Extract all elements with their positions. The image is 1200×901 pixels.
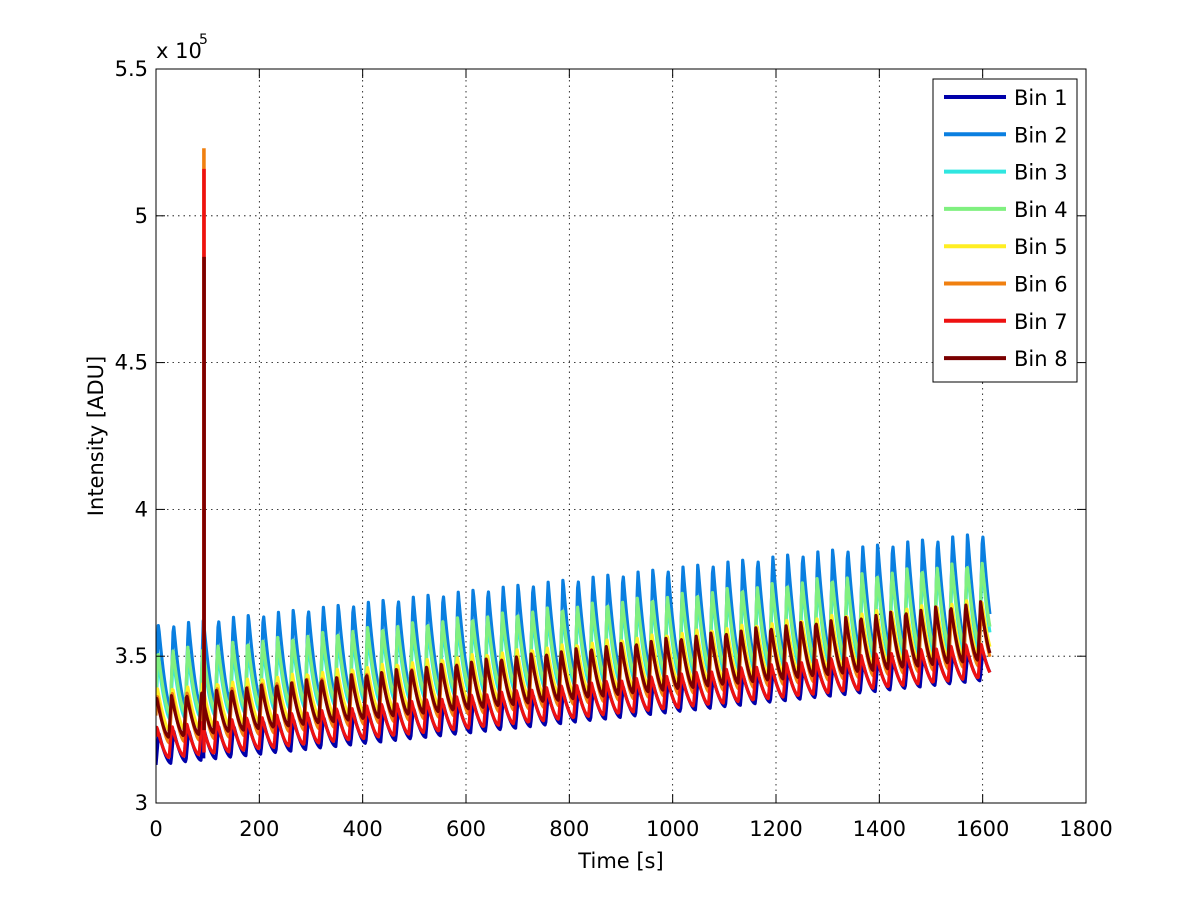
x-tick-label: 1200 xyxy=(749,817,802,841)
legend-entry: Bin 8 xyxy=(1014,347,1068,371)
legend-entry: Bin 3 xyxy=(1014,161,1068,185)
legend-box xyxy=(932,78,1078,383)
y-tick-label: 5 xyxy=(135,204,148,228)
series-line-bin-7 xyxy=(156,642,992,759)
y-multiplier-exponent: 5 xyxy=(199,32,208,48)
legend-entry: Bin 2 xyxy=(1014,123,1068,147)
plot-frame xyxy=(155,68,1087,804)
x-tick-label: 200 xyxy=(239,817,279,841)
x-tick-label: 1400 xyxy=(853,817,906,841)
legend: Bin 1 Bin 2 Bin 3 Bin 4 Bin 5 Bin 6 Bin 7 Bin 8 xyxy=(932,78,1078,383)
y-axis-label: Intensity [ADU] xyxy=(84,356,108,516)
x-tick-label: 1800 xyxy=(1059,817,1112,841)
x-axis-label: Time [s] xyxy=(577,849,663,873)
legend-entry: Bin 6 xyxy=(1014,273,1068,297)
y-axis: 3 3.5 4 4.5 5 5.5 xyxy=(115,57,1086,815)
x-axis: 0 200 400 600 800 1000 1200 1400 1600 1800 xyxy=(149,69,1113,841)
legend-entry: Bin 1 xyxy=(1014,86,1068,110)
legend-entry: Bin 7 xyxy=(1014,310,1068,334)
series-line-bin-4 xyxy=(156,561,992,716)
series-line-bin-8 xyxy=(156,600,992,739)
x-tick-label: 1000 xyxy=(646,817,699,841)
x-tick-label: 1600 xyxy=(956,817,1009,841)
series-layer xyxy=(156,148,992,765)
legend-entry: Bin 5 xyxy=(1014,235,1068,259)
y-multiplier-base: x 10 xyxy=(156,39,202,63)
y-tick-label: 3.5 xyxy=(115,644,148,668)
series-line-bin-2 xyxy=(156,533,992,709)
y-tick-label: 3 xyxy=(135,791,148,815)
legend-entry: Bin 4 xyxy=(1014,198,1068,222)
x-tick-label: 600 xyxy=(446,817,486,841)
x-tick-label: 0 xyxy=(149,817,162,841)
y-tick-label: 4 xyxy=(135,497,148,521)
x-tick-label: 800 xyxy=(549,817,589,841)
x-tick-label: 400 xyxy=(343,817,383,841)
y-tick-label: 5.5 xyxy=(115,57,148,81)
y-tick-label: 4.5 xyxy=(115,351,148,375)
